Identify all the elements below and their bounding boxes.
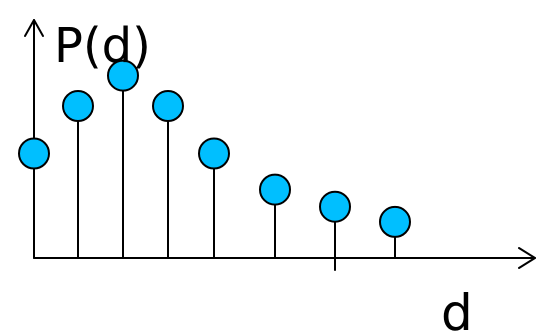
data-point-6 bbox=[259, 173, 291, 206]
data-point-4 bbox=[152, 90, 184, 122]
data-point-7 bbox=[319, 190, 351, 223]
data-point-8 bbox=[379, 205, 411, 238]
data-point-3 bbox=[107, 59, 139, 92]
data-point-1 bbox=[18, 137, 50, 170]
y-axis-arrowhead bbox=[24, 19, 44, 37]
x-axis-arrowhead bbox=[518, 247, 536, 269]
data-point-5 bbox=[198, 137, 230, 170]
y-axis-label: P(d) bbox=[54, 18, 151, 74]
x-axis-label: d bbox=[441, 284, 473, 336]
x-axis bbox=[33, 247, 536, 271]
stem-series bbox=[18, 59, 411, 258]
data-point-2 bbox=[62, 90, 94, 122]
